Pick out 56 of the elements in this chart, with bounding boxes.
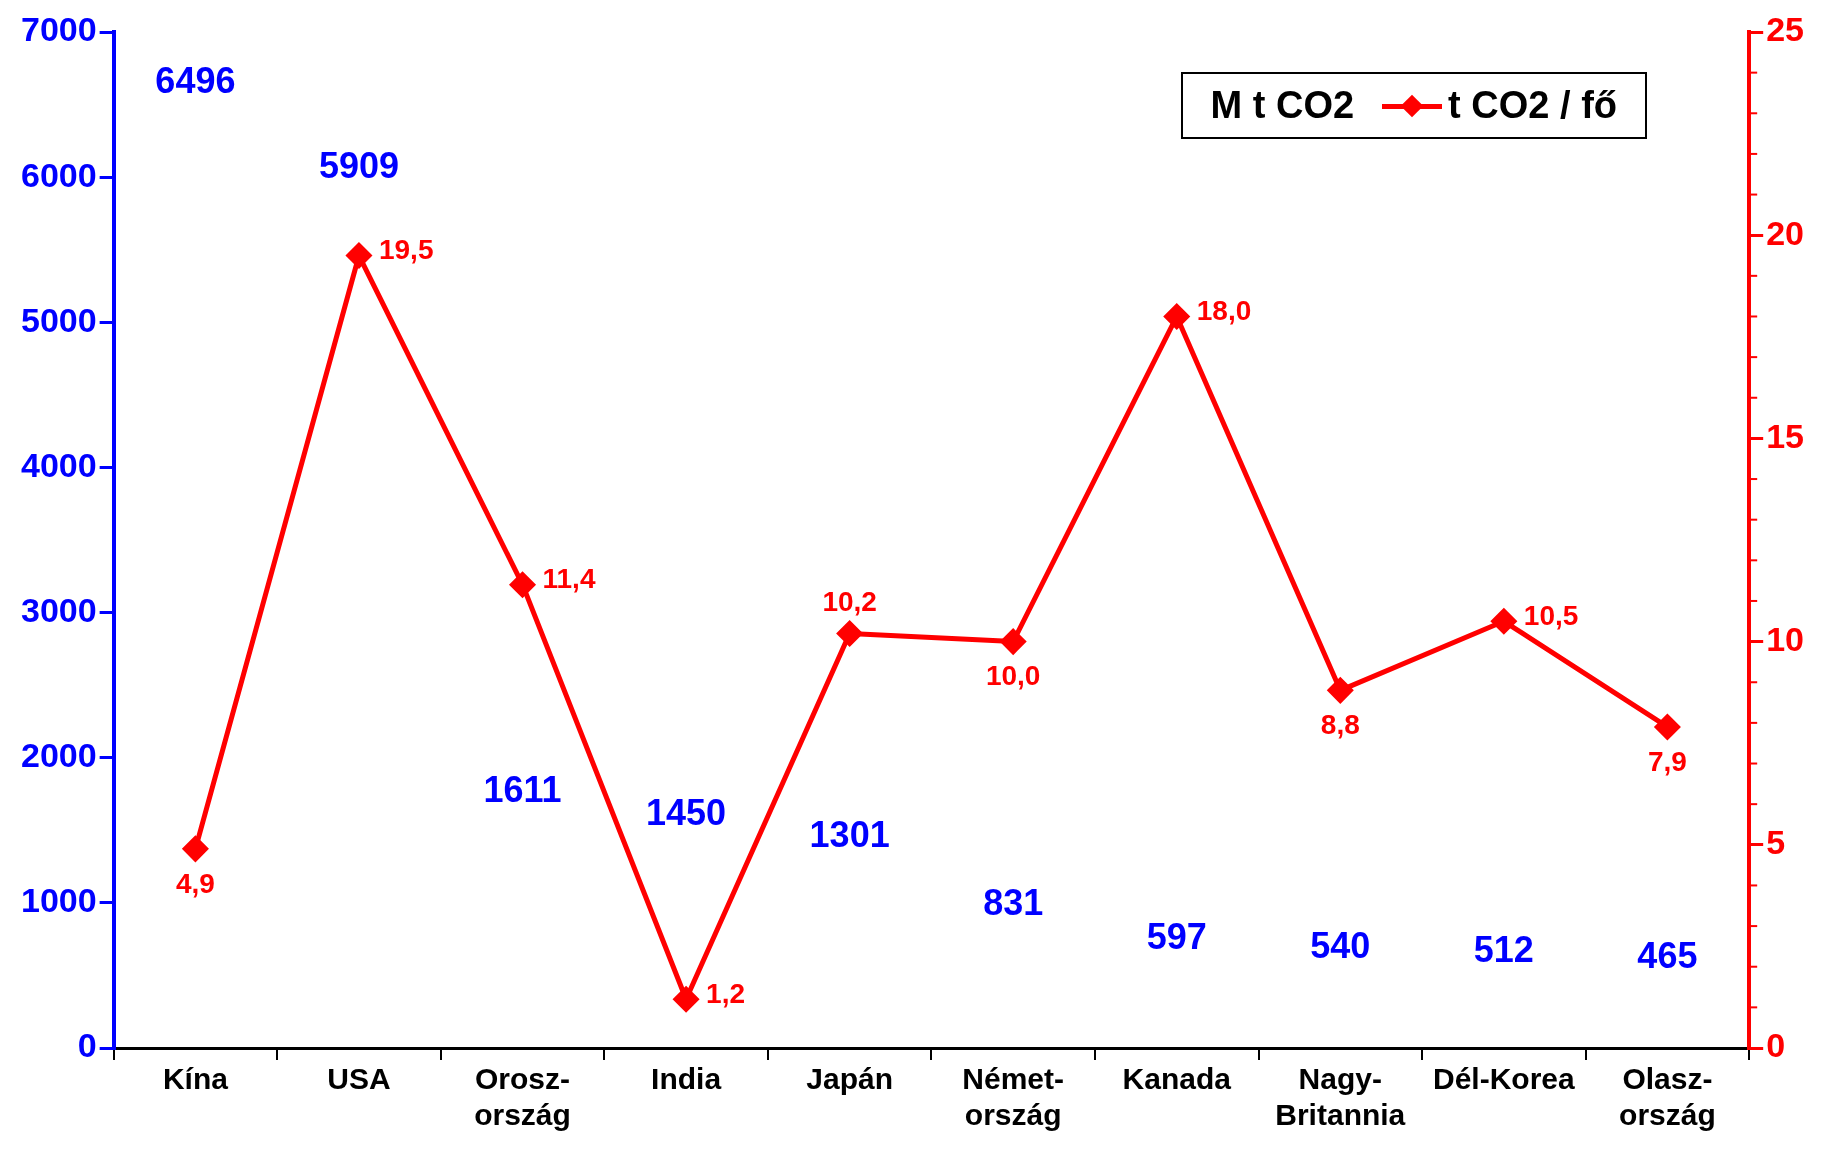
data-label: 18,0	[1196, 295, 1252, 327]
x-tick-label: Olasz- ország	[1619, 1062, 1716, 1132]
annotation: 1450	[646, 792, 727, 834]
annotation: 6496	[155, 60, 236, 102]
x-tick-label: Dél-Korea	[1432, 1062, 1576, 1096]
data-label: 7,9	[1647, 745, 1687, 777]
annotation: 1611	[483, 769, 562, 811]
y-tick-label: 1000	[21, 881, 97, 920]
point	[1327, 677, 1353, 703]
point	[182, 836, 208, 862]
data-label: 8,8	[1320, 709, 1360, 741]
legend-label: t CO2 / fő	[1448, 84, 1617, 127]
point	[673, 986, 699, 1012]
point	[1491, 608, 1517, 634]
data-label: 10,2	[822, 586, 877, 618]
x-tick-label: Kanada	[1122, 1062, 1232, 1096]
point	[1164, 303, 1190, 329]
data-label: 4,9	[175, 867, 215, 899]
x-tick-label: Német- ország	[962, 1062, 1065, 1132]
y2-tick-label: 10	[1766, 619, 1805, 658]
y-tick-label: 0	[77, 1026, 97, 1065]
y-tick-label: 6000	[21, 155, 97, 194]
annotation: M t CO2	[1210, 84, 1355, 127]
annotation: 5909	[318, 145, 400, 187]
point	[346, 243, 372, 269]
y2-tick-label: 15	[1766, 416, 1805, 455]
y2-tick-label: 20	[1766, 213, 1805, 252]
y-tick-label: 7000	[21, 10, 97, 49]
data-label: 11,4	[542, 563, 596, 595]
y-tick-label: 3000	[21, 590, 97, 629]
annotation: 465	[1637, 935, 1698, 977]
data-label: 10,5	[1523, 600, 1579, 631]
data-label: 1,2	[706, 977, 746, 1009]
data-label: 10,0	[985, 660, 1041, 692]
point	[510, 572, 536, 598]
x-tick-label: Nagy- Britannia	[1275, 1062, 1406, 1132]
point	[1000, 629, 1026, 655]
y-tick-label: 4000	[21, 445, 97, 484]
y-tick-label: 2000	[21, 736, 97, 775]
x-tick-label: Japán	[806, 1062, 893, 1096]
annotation: 512	[1473, 928, 1534, 970]
annotation: 540	[1310, 924, 1371, 966]
data-label: 19,5	[378, 234, 434, 266]
x-tick-label: Orosz- ország	[474, 1062, 571, 1132]
x-tick-label: Kína	[162, 1062, 229, 1096]
annotation: 597	[1146, 916, 1207, 958]
y-tick-label: 5000	[21, 300, 97, 339]
y2-tick-label: 0	[1766, 1026, 1786, 1065]
x-tick-label: India	[651, 1062, 722, 1096]
point	[1654, 714, 1680, 740]
y2-tick-label: 25	[1766, 10, 1805, 49]
annotation: 831	[983, 882, 1044, 924]
y2-tick-label: 5	[1766, 823, 1786, 862]
x-tick-label: USA	[327, 1062, 391, 1096]
annotation: 1301	[809, 814, 890, 856]
point	[837, 620, 863, 646]
